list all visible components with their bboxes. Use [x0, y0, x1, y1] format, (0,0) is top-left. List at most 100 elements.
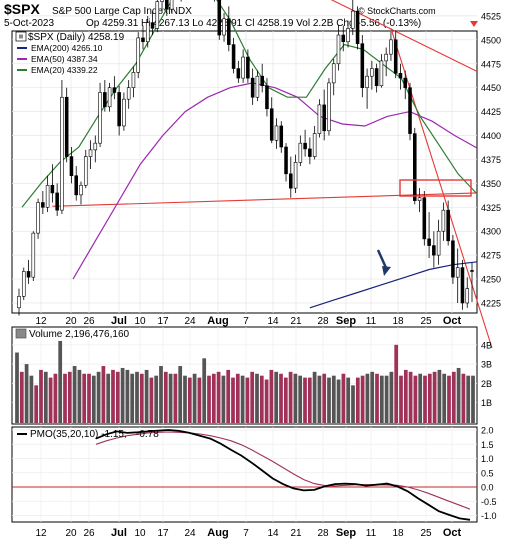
volume-bars — [15, 340, 475, 423]
ohlc-line: Op 4259.31 Hi 4267.13 Lo 4225.91 Cl 4258… — [86, 18, 421, 29]
volume-bar — [442, 373, 447, 423]
pmo-tick-label: 1.0 — [481, 454, 494, 464]
volume-bar — [39, 369, 43, 423]
legend-ema200: EMA(200) 4265.10 — [31, 43, 103, 53]
price-tick-label: 4275 — [481, 251, 501, 261]
candle-body — [155, 1, 160, 29]
date-axis: 12 20 26 Jul 10 17 24 Aug 7 14 21 28 Sep 11 18 25 Oct — [35, 315, 461, 327]
candle-body — [351, 10, 355, 29]
volume-bar — [423, 375, 427, 423]
candle-body — [222, 18, 226, 36]
volume-bar — [370, 371, 375, 423]
candle-body — [355, 10, 360, 44]
volume-label: Volume 2,196,476,160 — [29, 329, 130, 340]
pmo-tick-label: 0.0 — [481, 483, 494, 493]
candle-body — [422, 197, 427, 240]
candle-body — [250, 77, 255, 98]
candle-body — [227, 18, 231, 45]
candle-body — [460, 267, 465, 304]
volume-bar — [360, 375, 365, 423]
candle-body — [403, 77, 408, 88]
volume-bar — [130, 373, 135, 423]
candle-body — [160, 0, 164, 2]
watermark: © StockCharts.com — [358, 6, 436, 16]
candle-body — [17, 296, 21, 309]
volume-bar — [240, 375, 245, 423]
volume-bar — [447, 375, 451, 423]
candle-body — [150, 22, 155, 29]
pmo-label: PMO(35,20,10) -1.15, — [30, 429, 127, 440]
candle-body — [69, 156, 74, 177]
candle-body — [327, 82, 331, 132]
candle-body — [141, 37, 145, 43]
pmo-signal-label: -0.78 — [136, 429, 159, 440]
volume-bar — [288, 371, 293, 423]
volume-bar — [331, 375, 336, 423]
volume-tick-label: 2B — [481, 379, 492, 389]
date-label: 5-Oct-2023 — [4, 18, 54, 29]
volume-bar — [408, 371, 413, 423]
volume-bar — [159, 366, 163, 423]
volume-bar — [456, 367, 461, 423]
candle-body — [74, 175, 78, 196]
candle-body — [441, 209, 446, 232]
candlesticks — [17, 0, 474, 316]
volume-legend-swatch — [15, 328, 27, 339]
volume-bar — [245, 377, 250, 423]
volume-bar — [135, 371, 139, 423]
volume-bar — [48, 377, 53, 423]
candle-body — [31, 232, 36, 278]
date-tick-label: 18 — [392, 528, 404, 539]
volume-bar — [192, 373, 197, 423]
volume-bar — [207, 375, 211, 423]
date-tick-label: 28 — [317, 316, 329, 327]
ema200-line — [309, 261, 478, 309]
symbol-description: S&P 500 Large Cap Index — [52, 6, 168, 17]
volume-bar — [216, 371, 221, 423]
date-tick-label: 17 — [157, 316, 169, 327]
price-tick-label: 4500 — [481, 35, 501, 45]
candle-body — [36, 202, 40, 234]
price-tick-label: 4250 — [481, 275, 501, 285]
price-legend: $SPX (Daily) 4258.19 EMA(200) 4265.10 EM… — [15, 31, 125, 75]
volume-bar — [63, 373, 67, 423]
volume-bar — [82, 373, 87, 423]
volume-bar — [19, 371, 24, 423]
date-tick-label: 25 — [420, 316, 432, 327]
candle-body — [408, 87, 412, 134]
price-tick-label: 4325 — [481, 203, 501, 213]
volume-bar — [183, 375, 187, 423]
candle-body — [107, 87, 112, 108]
candle-body — [336, 34, 341, 65]
candle-body — [26, 271, 31, 278]
pmo-panel — [11, 426, 478, 523]
candle-body — [289, 173, 293, 189]
volume-y-axis: 1B 2B 3B 4B — [481, 340, 492, 408]
candle-body — [346, 28, 350, 43]
date-tick-label: 28 — [317, 528, 329, 539]
volume-bar — [336, 379, 341, 423]
price-tick-label: 4400 — [481, 131, 501, 141]
date-tick-label: Aug — [207, 527, 228, 539]
arrow-down-icon — [382, 266, 391, 276]
highlight-box — [399, 179, 472, 197]
candle-body — [298, 142, 303, 163]
volume-bar — [34, 385, 39, 423]
date-tick-label: 12 — [35, 316, 47, 327]
volume-bar — [111, 369, 115, 423]
volume-bar — [173, 373, 178, 423]
date-tick-label: Oct — [443, 527, 462, 539]
volume-bar — [96, 371, 101, 423]
candle-body — [389, 39, 393, 55]
volume-bar — [427, 373, 432, 423]
candle-body — [169, 0, 174, 10]
candle-body — [165, 0, 169, 10]
volume-bar — [346, 377, 351, 423]
candle-body — [136, 37, 140, 73]
volume-bar — [178, 366, 183, 423]
pmo-tick-label: -0.5 — [481, 497, 497, 507]
price-tick-label: 4425 — [481, 107, 501, 117]
volume-bar — [432, 371, 437, 423]
volume-bar — [389, 371, 394, 423]
